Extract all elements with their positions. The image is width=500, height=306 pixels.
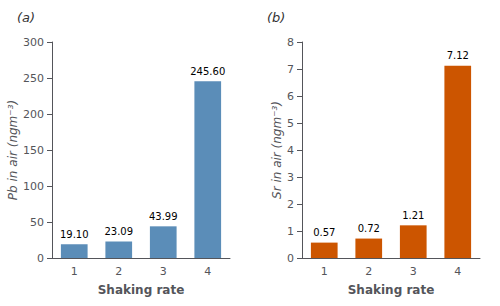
svg-text:245.60: 245.60: [190, 66, 225, 77]
svg-text:50: 50: [30, 216, 44, 229]
svg-text:43.99: 43.99: [149, 211, 178, 222]
svg-text:0: 0: [287, 252, 294, 265]
svg-text:3: 3: [287, 171, 294, 184]
svg-text:4: 4: [204, 265, 211, 278]
svg-text:6: 6: [287, 90, 294, 103]
svg-text:19.10: 19.10: [60, 229, 89, 240]
svg-text:Sr in air (ngm⁻³): Sr in air (ngm⁻³): [270, 101, 284, 199]
svg-text:2: 2: [365, 265, 372, 278]
svg-text:3: 3: [410, 265, 417, 278]
svg-text:Pb in air (ngm⁻³): Pb in air (ngm⁻³): [6, 100, 20, 200]
svg-text:0.57: 0.57: [313, 227, 335, 238]
svg-text:300: 300: [23, 36, 44, 49]
svg-text:Shaking rate: Shaking rate: [348, 283, 435, 297]
svg-text:150: 150: [23, 144, 44, 157]
svg-text:7.12: 7.12: [447, 50, 469, 61]
svg-text:1: 1: [321, 265, 328, 278]
svg-text:100: 100: [23, 180, 44, 193]
svg-text:5: 5: [287, 117, 294, 130]
svg-text:4: 4: [454, 265, 461, 278]
svg-text:0: 0: [37, 252, 44, 265]
svg-text:8: 8: [287, 36, 294, 49]
svg-text:2: 2: [115, 265, 122, 278]
svg-text:1.21: 1.21: [402, 210, 424, 221]
svg-text:3: 3: [160, 265, 167, 278]
svg-text:23.09: 23.09: [104, 226, 133, 237]
svg-text:1: 1: [71, 265, 78, 278]
svg-text:1: 1: [287, 225, 294, 238]
svg-text:(b): (b): [267, 10, 285, 25]
svg-text:200: 200: [23, 108, 44, 121]
svg-text:7: 7: [287, 63, 294, 76]
svg-text:Shaking rate: Shaking rate: [98, 283, 185, 297]
svg-text:0.72: 0.72: [358, 223, 380, 234]
svg-text:(a): (a): [17, 10, 35, 25]
svg-text:2: 2: [287, 198, 294, 211]
svg-text:4: 4: [287, 144, 294, 157]
svg-text:250: 250: [23, 72, 44, 85]
